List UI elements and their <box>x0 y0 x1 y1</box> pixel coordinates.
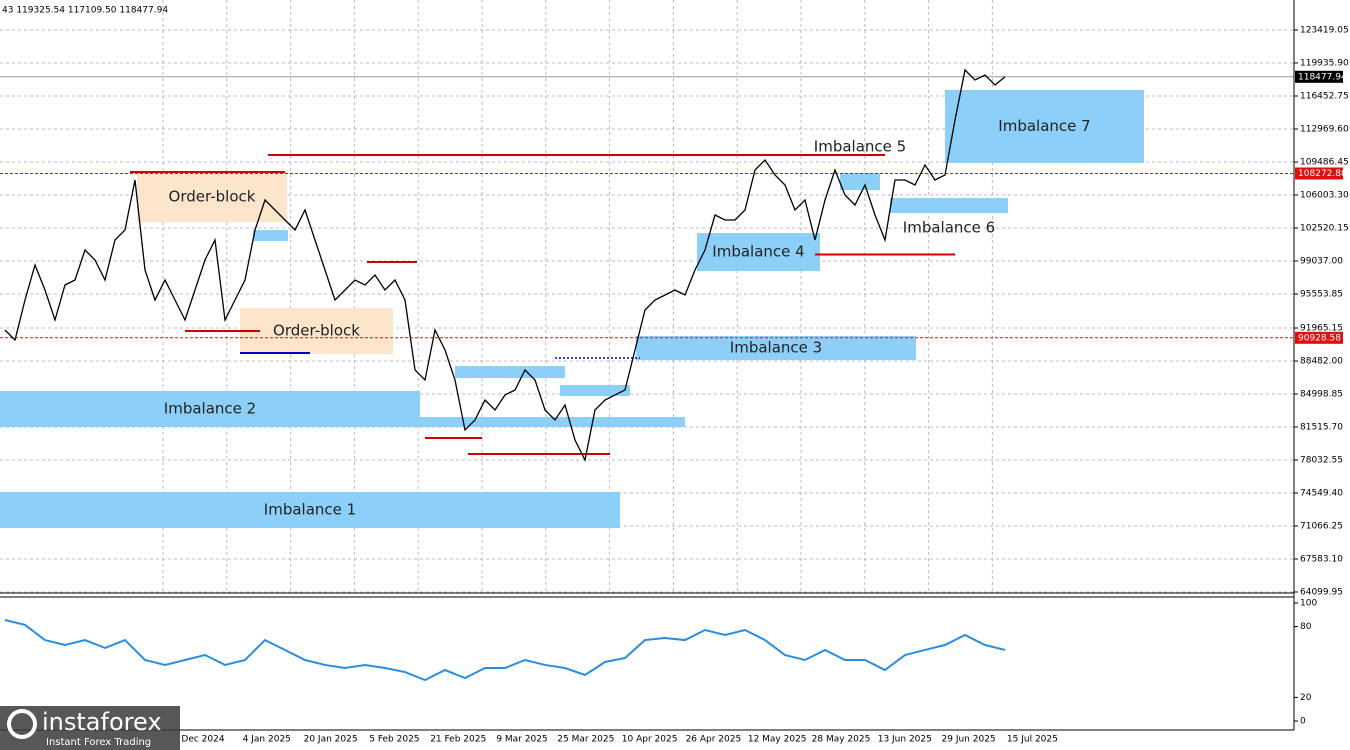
zone <box>240 307 393 354</box>
x-tick-label: 10 Apr 2025 <box>622 735 678 745</box>
y-tick-label: 116452.75 <box>1300 91 1349 101</box>
x-tick-label: Dec 2024 <box>181 735 224 745</box>
y-tick-label: 100 <box>1300 599 1317 609</box>
x-tick-label: 21 Feb 2025 <box>430 735 486 745</box>
price-tag <box>1295 70 1343 83</box>
x-tick-label: 15 Jul 2025 <box>1007 735 1058 745</box>
zone <box>420 416 685 427</box>
logo-brand: instaforex <box>42 708 162 736</box>
y-tick-label: 78032.55 <box>1300 455 1343 465</box>
y-tick-label: 20 <box>1300 693 1312 703</box>
zone-label: Imbalance 1 <box>264 500 356 518</box>
y-tick-label: 84998.85 <box>1300 389 1343 399</box>
x-tick-label: 20 Jan 2025 <box>304 735 358 745</box>
price-tag-label: 118477.94 <box>1298 72 1347 82</box>
zone <box>697 232 820 271</box>
zone-label: Imbalance 5 <box>814 137 906 155</box>
price-tag <box>1295 167 1343 180</box>
y-tick-label: 102520.15 <box>1300 223 1349 233</box>
x-tick-label: 4 Jan 2025 <box>243 735 291 745</box>
logo-tagline: Instant Forex Trading <box>46 737 151 748</box>
zone-label: Imbalance 3 <box>730 338 822 356</box>
zone <box>636 335 916 360</box>
zone-label: Imbalance 2 <box>164 399 256 417</box>
zone <box>253 229 288 241</box>
price-tag-label: 108272.88 <box>1298 169 1347 179</box>
x-tick-label: 13 Jun 2025 <box>878 735 932 745</box>
x-tick-label: 25 Mar 2025 <box>557 735 614 745</box>
y-tick-label: 119935.90 <box>1300 58 1349 68</box>
x-tick-label: 28 May 2025 <box>812 735 871 745</box>
header: 43 119325.54 117109.50 118477.94 <box>2 6 168 16</box>
y-tick-label: 99037.00 <box>1300 256 1343 266</box>
zone <box>0 491 620 528</box>
zone-label: Order-block <box>169 187 256 205</box>
zone <box>560 384 630 396</box>
y-tick-label: 95553.85 <box>1300 289 1343 299</box>
logo-icon <box>7 709 37 739</box>
x-tick-label: 12 May 2025 <box>748 735 807 745</box>
zone <box>840 172 880 190</box>
zone <box>137 171 287 222</box>
zone <box>455 365 565 378</box>
y-tick-label: 106003.30 <box>1300 190 1349 200</box>
y-tick-label: 81515.70 <box>1300 422 1343 432</box>
zone <box>0 390 420 427</box>
zone-label: Order-block <box>273 321 360 339</box>
plot: Imbalance 1 Imbalance 2 Imbalance 3 Imbalan… <box>0 0 1294 593</box>
y-tick-label: 109486.45 <box>1300 157 1349 167</box>
y-tick-label: 74549.40 <box>1300 488 1343 498</box>
zone-label: Imbalance 4 <box>712 242 804 260</box>
series-line <box>4 68 1006 462</box>
price-tag <box>1295 331 1343 344</box>
x-tick-label: 29 Jun 2025 <box>942 735 996 745</box>
zone-label: Imbalance 7 <box>998 117 1090 135</box>
x-tick-label: 9 Mar 2025 <box>496 735 547 745</box>
x-tick-label: 26 Apr 2025 <box>686 735 742 745</box>
y-tick-label: 67583.10 <box>1300 554 1343 564</box>
zone <box>945 89 1144 163</box>
y-tick-label: 88482.00 <box>1300 356 1343 366</box>
y-tick-label: 80 <box>1300 622 1312 632</box>
zone-label: Imbalance 6 <box>903 218 995 236</box>
y-tick-label: 71066.25 <box>1300 521 1343 531</box>
y-tick-label: 64099.95 <box>1300 587 1343 597</box>
price-tag-label: 90928.58 <box>1298 333 1341 343</box>
y-tick-label: 123419.05 <box>1300 25 1349 35</box>
y-tick-label: 91965.15 <box>1300 323 1343 333</box>
y-tick-label: 112969.60 <box>1300 124 1349 134</box>
x-tick-label: 5 Feb 2025 <box>369 735 419 745</box>
zone <box>890 197 1008 213</box>
y-tick-label: 0 <box>1300 717 1306 727</box>
series-line <box>4 619 1006 682</box>
